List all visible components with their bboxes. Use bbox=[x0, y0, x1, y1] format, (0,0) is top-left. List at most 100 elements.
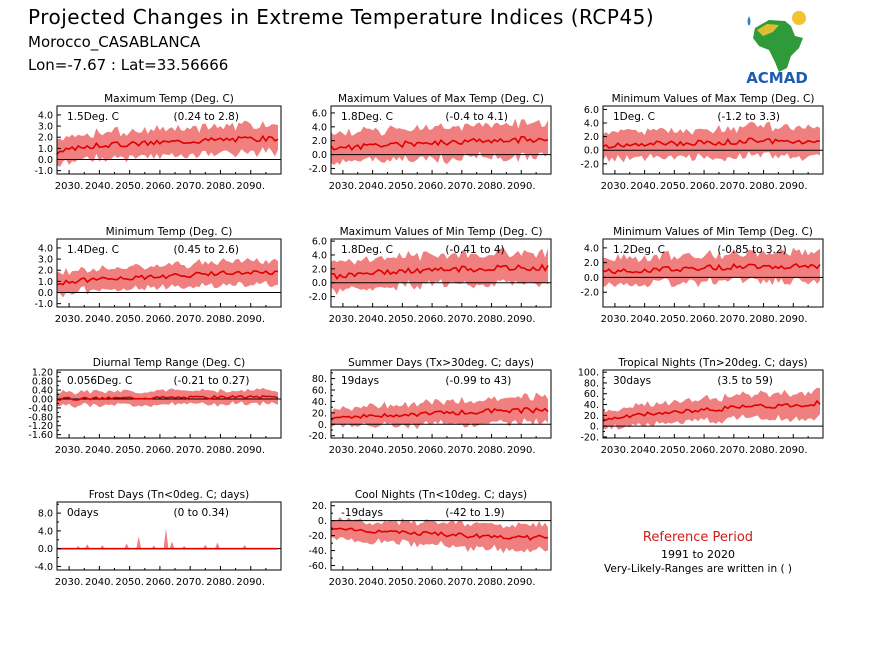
ensemble-mean-line bbox=[56, 270, 279, 286]
x-tick-label: 2090. bbox=[779, 445, 808, 456]
reference-period-title: Reference Period bbox=[642, 530, 754, 545]
plot-frame bbox=[602, 369, 824, 439]
uncertainty-spike bbox=[84, 544, 90, 549]
x-tick-label: 2090. bbox=[236, 314, 265, 325]
y-minor-tick-label: 70. bbox=[584, 384, 599, 395]
chart-title: Cool Nights (Tn<10deg. C; days) bbox=[355, 489, 527, 501]
y-tick-label: -1.0 bbox=[34, 299, 53, 310]
x-tick-label: 2070. bbox=[447, 577, 476, 588]
y-tick-label: 2.0 bbox=[584, 258, 599, 269]
chart-title: Minimum Values of Max Temp (Deg. C) bbox=[612, 93, 815, 105]
y-tick-label: 4.0 bbox=[38, 526, 53, 537]
mean-change-label: 1.4Deg. C bbox=[67, 244, 119, 256]
x-tick-label: 2040. bbox=[85, 577, 114, 588]
x-tick-label: 2040. bbox=[358, 445, 387, 456]
uncertainty-spike bbox=[169, 541, 175, 549]
x-tick-label: 2080. bbox=[749, 445, 778, 456]
y-tick-label: 1.0 bbox=[38, 277, 53, 288]
x-tick-label: 2070. bbox=[447, 314, 476, 325]
y-tick-label: 1.20 bbox=[32, 368, 53, 379]
x-tick-label: 2070. bbox=[176, 577, 205, 588]
x-tick-label: 2030. bbox=[601, 314, 630, 325]
x-tick-label: 2050. bbox=[660, 181, 689, 192]
y-tick-label: 2.0 bbox=[584, 132, 599, 143]
likely-range-label: (-0.21 to 0.27) bbox=[173, 375, 249, 387]
y-tick-label: -2.0 bbox=[308, 292, 327, 303]
x-tick-label: 2040. bbox=[358, 314, 387, 325]
plot-frame bbox=[56, 105, 282, 175]
y-tick-label: -0.40 bbox=[28, 403, 53, 414]
x-tick-label: 2090. bbox=[779, 314, 808, 325]
chart-title: Maximum Temp (Deg. C) bbox=[104, 93, 234, 105]
y-minor-tick-label: -30. bbox=[308, 539, 327, 550]
y-tick-label: -40. bbox=[308, 546, 327, 557]
plot-frame bbox=[56, 238, 282, 308]
y-tick-label: 0. bbox=[590, 422, 599, 433]
uncertainty-spike bbox=[163, 528, 169, 549]
y-tick-label: -2.0 bbox=[580, 288, 599, 299]
x-tick-label: 2090. bbox=[507, 445, 536, 456]
x-tick-label: 2030. bbox=[55, 314, 84, 325]
y-tick-label: -4.0 bbox=[34, 562, 53, 573]
y-tick-label: 0. bbox=[318, 516, 327, 527]
x-tick-label: 2050. bbox=[388, 181, 417, 192]
x-tick-label: 2090. bbox=[236, 181, 265, 192]
y-minor-tick-label: 70. bbox=[312, 380, 327, 391]
y-tick-label: 20. bbox=[312, 501, 327, 512]
x-tick-label: 2060. bbox=[146, 314, 175, 325]
y-minor-tick-label: 10. bbox=[312, 509, 327, 520]
x-tick-label: 2040. bbox=[85, 181, 114, 192]
x-tick-label: 2060. bbox=[146, 181, 175, 192]
y-tick-label: 2.0 bbox=[312, 136, 327, 147]
y-minor-tick-label: 10. bbox=[584, 416, 599, 427]
likely-range-label: (0.24 to 2.8) bbox=[173, 111, 239, 123]
y-tick-label: 4.0 bbox=[312, 122, 327, 133]
x-tick-label: 2050. bbox=[115, 577, 144, 588]
y-tick-label: 80. bbox=[312, 374, 327, 385]
y-minor-tick-label: 50. bbox=[584, 395, 599, 406]
likely-range-label: (-0.4 to 4.1) bbox=[445, 111, 508, 123]
uncertainty-spike bbox=[215, 542, 220, 549]
x-tick-label: 2030. bbox=[329, 181, 358, 192]
location-label: Morocco_CASABLANCA bbox=[28, 33, 201, 51]
raindrop-icon bbox=[747, 16, 751, 26]
x-tick-label: 2050. bbox=[115, 445, 144, 456]
y-tick-label: -0.80 bbox=[28, 412, 53, 423]
x-tick-label: 2030. bbox=[329, 445, 358, 456]
y-tick-label: 4.0 bbox=[312, 250, 327, 261]
y-tick-label: 1.0 bbox=[38, 144, 53, 155]
y-tick-label: 60. bbox=[312, 386, 327, 397]
y-tick-label: -1.20 bbox=[28, 421, 53, 432]
uncertainty-band bbox=[57, 120, 278, 167]
y-tick-label: 2.0 bbox=[38, 266, 53, 277]
x-tick-label: 2060. bbox=[146, 445, 175, 456]
chart-panel-2: -2.0 0.0 2.0 4.0 6.0 2030. 2040. 2050. 2060. 2070… bbox=[308, 93, 552, 192]
x-tick-label: 2090. bbox=[236, 445, 265, 456]
africa-map-icon bbox=[753, 20, 803, 72]
y-tick-label: 0.0 bbox=[312, 278, 327, 289]
chart-title: Minimum Temp (Deg. C) bbox=[106, 226, 233, 238]
y-tick-label: 0.0 bbox=[584, 146, 599, 157]
chart-title: Summer Days (Tx>30deg. C; days) bbox=[348, 357, 534, 369]
y-minor-tick-label: 2.0 bbox=[38, 535, 53, 546]
uncertainty-spike bbox=[242, 545, 248, 549]
x-tick-label: 2040. bbox=[630, 181, 659, 192]
uncertainty-spike bbox=[202, 544, 208, 549]
plot-frame bbox=[56, 501, 282, 571]
y-tick-label: -20. bbox=[308, 531, 327, 542]
x-tick-label: 2060. bbox=[146, 577, 175, 588]
y-tick-label: 3.0 bbox=[38, 122, 53, 133]
x-tick-label: 2080. bbox=[477, 181, 506, 192]
y-minor-tick-label: 6.0 bbox=[38, 518, 53, 529]
y-tick-label: 2.0 bbox=[38, 133, 53, 144]
x-tick-label: 2070. bbox=[176, 314, 205, 325]
reference-period-years: 1991 to 2020 bbox=[660, 548, 736, 561]
chart-panel-7: -1.60-1.20-0.80-0.400.000.400.801.20-1.4… bbox=[28, 357, 282, 456]
plot-frame bbox=[330, 105, 552, 175]
x-tick-label: 2040. bbox=[358, 181, 387, 192]
x-tick-label: 2070. bbox=[719, 445, 748, 456]
x-tick-label: 2030. bbox=[55, 577, 84, 588]
mean-change-label: 1.8Deg. C bbox=[341, 244, 393, 256]
